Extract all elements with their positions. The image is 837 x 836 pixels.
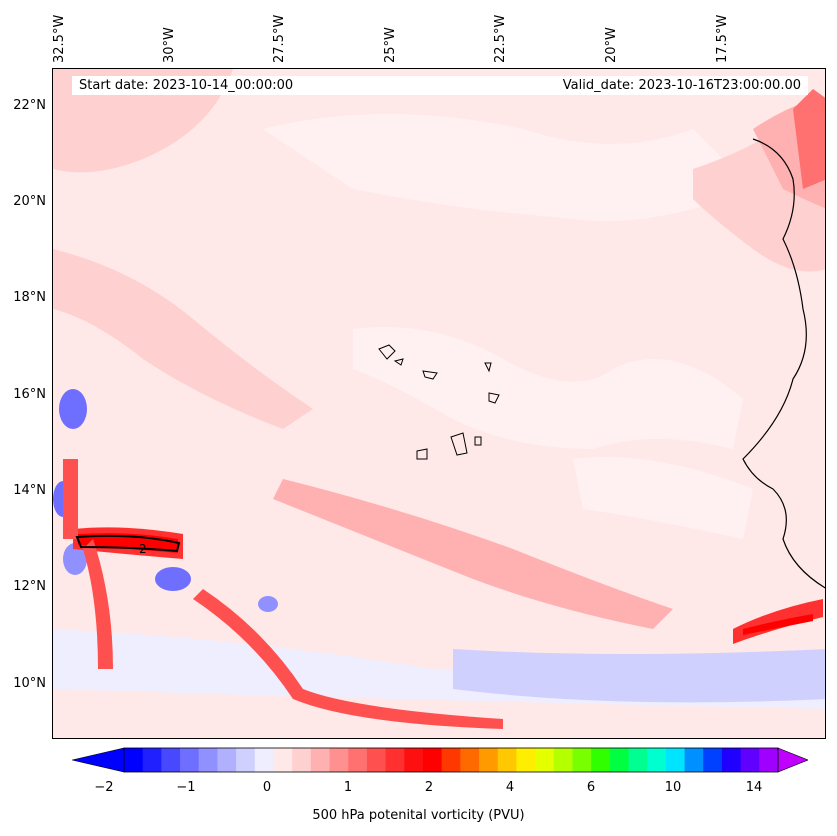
lon-label: 30°W <box>162 27 177 63</box>
colorbar-swatch <box>310 748 331 772</box>
colorbar-swatch <box>591 748 611 772</box>
colorbar-swatch <box>553 748 573 772</box>
colorbar-swatch <box>236 748 256 772</box>
colorbar-swatch <box>684 748 704 772</box>
colorbar-tick-label: 14 <box>745 780 763 795</box>
colorbar-swatch <box>497 748 517 772</box>
lat-label: 12°N <box>13 579 46 594</box>
colorbar-tick-label: 0 <box>262 780 272 795</box>
colorbar-swatch <box>628 748 648 772</box>
lon-label: 17.5°W <box>715 14 730 63</box>
contour-label: 2 <box>139 542 147 556</box>
potential-vorticity-field: 2 <box>53 69 825 738</box>
colorbar-tick-label: 6 <box>586 780 596 795</box>
lat-label: 10°N <box>13 676 46 691</box>
lon-label: 20°W <box>604 27 619 63</box>
colorbar-swatch <box>647 748 667 772</box>
lon-label: 25°W <box>383 27 398 63</box>
lon-label: 32.5°W <box>52 14 67 63</box>
colorbar-tick-label: 10 <box>664 780 682 795</box>
colorbar-swatch <box>479 748 499 772</box>
colorbar-swatch <box>665 748 686 772</box>
colorbar-swatch <box>385 748 405 772</box>
lon-label: 27.5°W <box>272 14 287 63</box>
colorbar-tick-label: 2 <box>424 780 434 795</box>
colorbar-swatch <box>460 748 480 772</box>
colorbar-tick-label: 1 <box>343 780 353 795</box>
colorbar-swatch <box>254 748 274 772</box>
colorbar-swatch <box>404 748 424 772</box>
header-band <box>72 76 808 95</box>
colorbar-swatch <box>161 748 181 772</box>
colorbar-swatch <box>609 748 630 772</box>
lat-label: 18°N <box>13 290 46 305</box>
colorbar-swatch <box>721 748 742 772</box>
colorbar-swatch <box>516 748 536 772</box>
colorbar-swatch <box>217 748 237 772</box>
colorbar-swatch <box>759 748 779 772</box>
map-frame: 2 <box>52 68 826 739</box>
colorbar-swatch <box>124 748 144 772</box>
colorbar-swatch <box>703 748 723 772</box>
colorbar-swatch <box>198 748 218 772</box>
lat-label: 22°N <box>13 98 46 113</box>
lat-label: 20°N <box>13 194 46 209</box>
lon-label: 22.5°W <box>493 14 508 63</box>
colorbar-swatch <box>572 748 592 772</box>
colorbar-under-arrow <box>72 747 125 773</box>
colorbar-swatch <box>348 748 368 772</box>
colorbar-swatch <box>273 748 293 772</box>
colorbar-swatch <box>740 748 760 772</box>
lat-label: 14°N <box>13 483 46 498</box>
colorbar-swatch <box>180 748 200 772</box>
colorbar-swatch <box>422 748 443 772</box>
lat-label: 16°N <box>13 387 46 402</box>
colorbar-tick-label: 4 <box>505 780 515 795</box>
colorbar-swatch <box>329 748 349 772</box>
colorbar-over-arrow <box>777 747 808 773</box>
start-date-label: Start date: 2023-10-14_00:00:00 <box>79 78 294 93</box>
valid-date-label: Valid_date: 2023-10-16T23:00:00.00 <box>562 78 801 93</box>
colorbar <box>72 747 808 773</box>
colorbar-swatch <box>441 748 461 772</box>
colorbar-swatch <box>366 748 387 772</box>
colorbar-label: 500 hPa potenital vorticity (PVU) <box>312 808 525 823</box>
colorbar-tick-label: −2 <box>94 780 114 795</box>
colorbar-tick-label: −1 <box>176 780 196 795</box>
colorbar-swatch <box>142 748 162 772</box>
colorbar-swatch <box>535 748 555 772</box>
colorbar-swatch <box>292 748 312 772</box>
